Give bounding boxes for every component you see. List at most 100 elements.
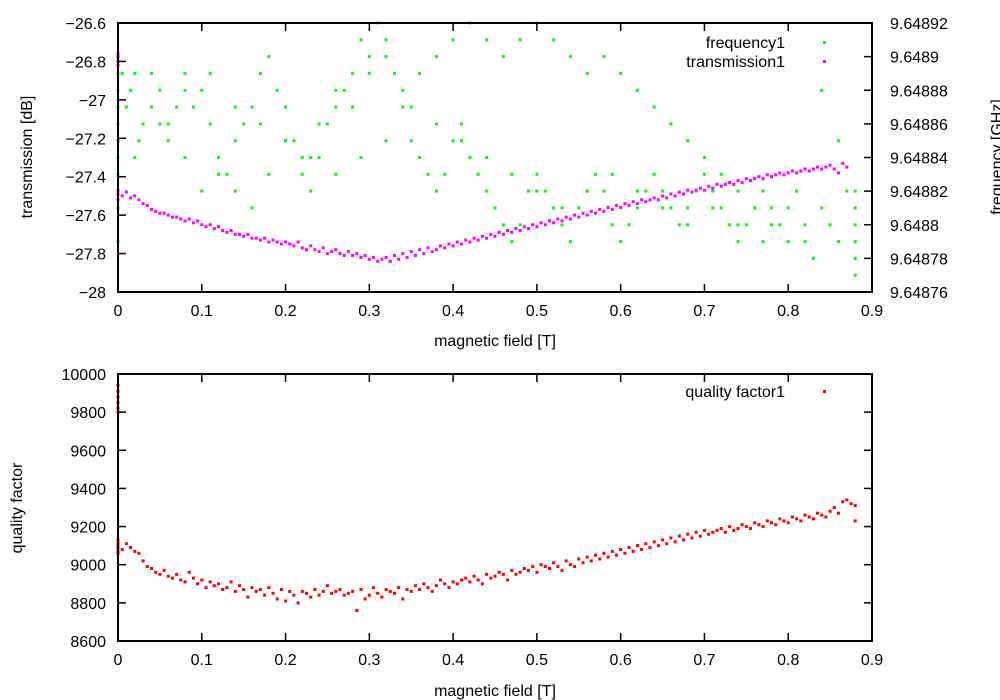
data-point-transmission1 bbox=[740, 181, 744, 184]
top-x-axis-title: magnetic field [T] bbox=[434, 333, 556, 350]
data-point-quality-factor1 bbox=[589, 559, 593, 563]
data-point-frequency1 bbox=[770, 223, 773, 227]
data-point-transmission1 bbox=[451, 244, 455, 248]
data-point-quality-factor1 bbox=[330, 591, 334, 595]
data-point-quality-factor1 bbox=[606, 555, 610, 559]
legend-marker-transmission1 bbox=[823, 60, 826, 63]
data-point-quality-factor1 bbox=[711, 530, 715, 534]
top-x-tick-label: 0.9 bbox=[861, 303, 883, 320]
data-point-transmission1 bbox=[405, 255, 409, 259]
data-point-quality-factor1 bbox=[723, 530, 727, 534]
data-point-quality-factor1 bbox=[803, 513, 807, 517]
data-point-quality-factor1 bbox=[242, 588, 246, 591]
data-point-frequency1 bbox=[300, 156, 304, 159]
data-point-quality-factor1 bbox=[598, 557, 602, 561]
data-point-frequency1 bbox=[627, 223, 631, 227]
data-point-quality-factor1 bbox=[397, 586, 401, 590]
data-point-quality-factor1 bbox=[434, 584, 438, 588]
data-point-frequency1 bbox=[510, 172, 514, 176]
data-point-frequency1 bbox=[309, 156, 313, 159]
data-point-transmission1 bbox=[761, 177, 765, 181]
data-point-transmission1 bbox=[363, 254, 367, 257]
data-point-transmission1 bbox=[694, 188, 698, 192]
data-point-quality-factor1 bbox=[485, 572, 489, 576]
data-point-frequency1 bbox=[129, 88, 133, 92]
data-point-frequency1 bbox=[610, 172, 614, 176]
data-point-transmission1 bbox=[631, 200, 635, 204]
data-point-quality-factor1 bbox=[443, 582, 447, 586]
data-point-transmission1 bbox=[774, 173, 778, 177]
data-point-frequency1 bbox=[736, 189, 740, 193]
data-point-quality-factor1 bbox=[527, 568, 530, 572]
data-point-frequency1 bbox=[518, 38, 522, 42]
data-point-frequency1 bbox=[610, 223, 614, 227]
top-y2-tick-label: 9.64876 bbox=[890, 285, 948, 302]
data-point-quality-factor1 bbox=[313, 588, 317, 591]
data-point-frequency1 bbox=[820, 88, 824, 92]
data-point-quality-factor1 bbox=[171, 576, 174, 580]
data-point-transmission1 bbox=[313, 248, 317, 252]
data-point-quality-factor1 bbox=[191, 576, 195, 580]
data-point-quality-factor1 bbox=[573, 565, 577, 569]
data-point-quality-factor1 bbox=[246, 595, 250, 599]
data-point-transmission1 bbox=[166, 213, 170, 217]
data-point-quality-factor1 bbox=[229, 580, 233, 584]
data-point-transmission1 bbox=[258, 238, 262, 242]
data-point-frequency1 bbox=[535, 189, 539, 193]
bottom-x-tick-label: 0.7 bbox=[693, 652, 715, 669]
top-y-tick-label: −28 bbox=[79, 285, 106, 302]
data-point-transmission1 bbox=[480, 234, 484, 238]
data-point-frequency1 bbox=[837, 240, 840, 244]
data-point-quality-factor1 bbox=[388, 589, 392, 593]
data-point-quality-factor1 bbox=[820, 513, 824, 517]
data-point-quality-factor1 bbox=[137, 551, 141, 555]
data-point-frequency1 bbox=[342, 88, 346, 92]
data-point-transmission1 bbox=[510, 230, 514, 234]
data-point-quality-factor1 bbox=[849, 502, 853, 506]
data-point-quality-factor1 bbox=[548, 567, 551, 570]
data-point-quality-factor1 bbox=[560, 568, 564, 572]
data-point-frequency1 bbox=[351, 105, 355, 109]
data-point-frequency1 bbox=[485, 156, 489, 159]
data-point-quality-factor1 bbox=[401, 597, 405, 601]
data-point-frequency1 bbox=[702, 172, 706, 176]
data-point-transmission1 bbox=[765, 173, 769, 177]
data-point-frequency1 bbox=[853, 189, 857, 193]
data-point-frequency1 bbox=[719, 172, 723, 176]
data-point-frequency1 bbox=[183, 88, 187, 92]
data-point-quality-factor1 bbox=[187, 570, 191, 574]
data-point-transmission1 bbox=[250, 236, 254, 240]
data-point-frequency1 bbox=[137, 139, 141, 143]
data-point-frequency1 bbox=[367, 55, 371, 59]
data-point-frequency1 bbox=[133, 156, 137, 159]
data-point-frequency1 bbox=[208, 71, 212, 75]
data-point-transmission1 bbox=[594, 211, 597, 215]
data-point-quality-factor1 bbox=[501, 572, 505, 576]
data-point-frequency1 bbox=[334, 88, 338, 92]
data-point-transmission1 bbox=[150, 207, 153, 211]
data-point-transmission1 bbox=[271, 238, 275, 242]
top-y-ticks: −26.6 −26.8 −27 −27.2 −27.4 −27.6 −27.8 −28 bbox=[66, 16, 126, 302]
data-point-transmission1 bbox=[845, 165, 849, 169]
data-point-frequency1 bbox=[577, 206, 581, 210]
data-point-transmission1 bbox=[217, 225, 220, 229]
data-point-transmission1 bbox=[212, 227, 216, 231]
data-point-quality-factor1 bbox=[652, 540, 656, 544]
data-point-transmission1 bbox=[824, 165, 828, 169]
data-point-transmission1 bbox=[179, 217, 183, 221]
data-point-frequency1 bbox=[150, 105, 153, 109]
data-point-quality-factor1 bbox=[568, 563, 572, 567]
data-point-quality-factor1 bbox=[200, 578, 204, 582]
data-point-quality-factor1 bbox=[510, 568, 514, 572]
data-point-transmission1 bbox=[837, 171, 840, 175]
data-point-quality-factor1 bbox=[225, 586, 229, 590]
data-point-frequency1 bbox=[150, 71, 153, 75]
data-point-quality-factor1 bbox=[363, 597, 367, 601]
legend-marker-quality-factor1 bbox=[823, 390, 826, 393]
data-point-quality-factor1 bbox=[426, 586, 430, 590]
data-point-frequency1 bbox=[401, 88, 405, 92]
data-point-transmission1 bbox=[522, 225, 526, 229]
data-point-frequency1 bbox=[191, 105, 195, 109]
data-point-transmission1 bbox=[372, 255, 375, 259]
